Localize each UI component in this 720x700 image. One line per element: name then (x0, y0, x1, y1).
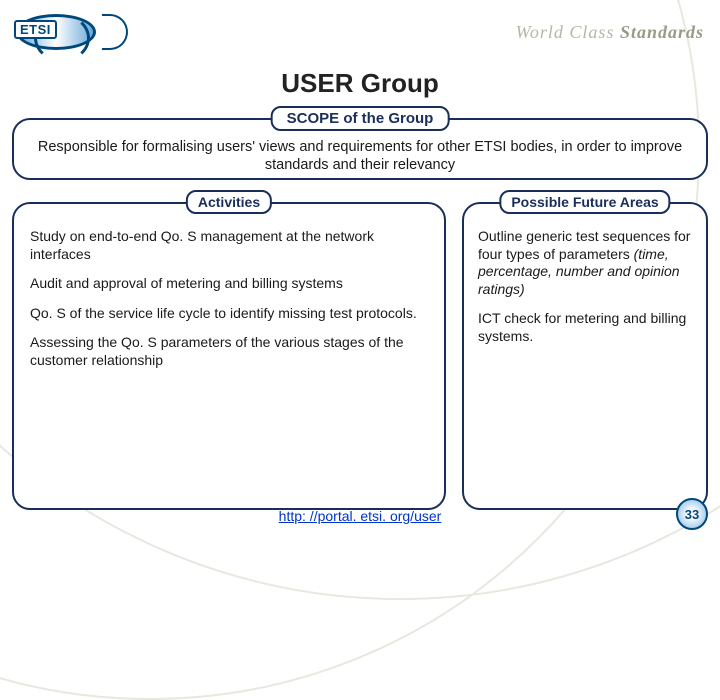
page-title: USER Group (0, 68, 720, 99)
scope-box: SCOPE of the Group Responsible for forma… (12, 118, 708, 180)
logo-text: ETSI (14, 20, 57, 39)
activity-item: Assessing the Qo. S parameters of the va… (30, 334, 428, 369)
header: ETSI World Class Standards (0, 0, 720, 64)
page-number: 33 (676, 498, 708, 530)
scope-text: Responsible for formalising users' views… (30, 138, 690, 174)
future-item: Outline generic test sequences for four … (478, 228, 692, 298)
page-number-badge: 33 (676, 498, 708, 530)
activity-item: Qo. S of the service life cycle to ident… (30, 305, 428, 323)
tagline: World Class Standards (516, 22, 704, 43)
scope-label: SCOPE of the Group (271, 106, 450, 131)
activities-label: Activities (186, 190, 272, 214)
activity-item: Audit and approval of metering and billi… (30, 275, 428, 293)
activities-box: Activities Study on end-to-end Qo. S man… (12, 202, 446, 510)
future-label: Possible Future Areas (499, 190, 670, 214)
activity-item: Study on end-to-end Qo. S management at … (30, 228, 428, 263)
footer-link[interactable]: http: //portal. etsi. org/user (0, 508, 720, 524)
etsi-logo: ETSI (16, 10, 128, 54)
future-item: ICT check for metering and billing syste… (478, 310, 692, 345)
future-box: Possible Future Areas Outline generic te… (462, 202, 708, 510)
